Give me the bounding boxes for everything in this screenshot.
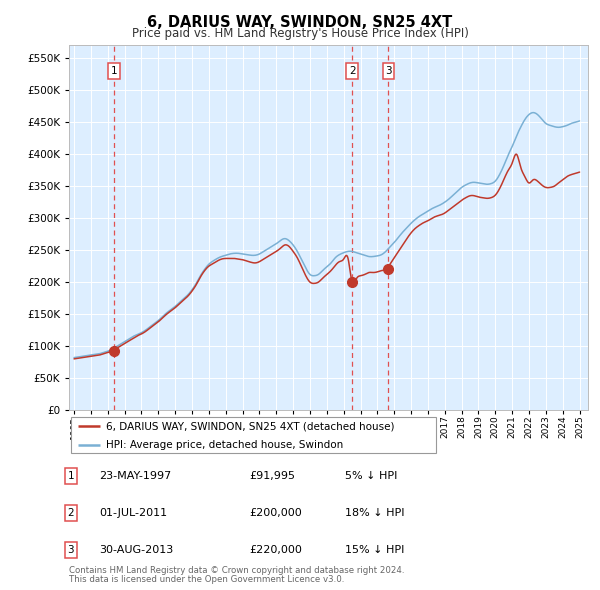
Text: £200,000: £200,000: [249, 508, 302, 518]
Text: £91,995: £91,995: [249, 471, 295, 481]
Text: 2: 2: [67, 508, 74, 518]
Text: 18% ↓ HPI: 18% ↓ HPI: [345, 508, 404, 518]
Text: 5% ↓ HPI: 5% ↓ HPI: [345, 471, 397, 481]
Text: 23-MAY-1997: 23-MAY-1997: [99, 471, 171, 481]
Text: Contains HM Land Registry data © Crown copyright and database right 2024.: Contains HM Land Registry data © Crown c…: [69, 566, 404, 575]
Text: 3: 3: [385, 66, 392, 76]
Text: 3: 3: [67, 545, 74, 555]
Text: 6, DARIUS WAY, SWINDON, SN25 4XT (detached house): 6, DARIUS WAY, SWINDON, SN25 4XT (detach…: [106, 421, 394, 431]
Text: 1: 1: [67, 471, 74, 481]
Text: Price paid vs. HM Land Registry's House Price Index (HPI): Price paid vs. HM Land Registry's House …: [131, 27, 469, 40]
FancyBboxPatch shape: [71, 417, 436, 454]
Text: 30-AUG-2013: 30-AUG-2013: [99, 545, 173, 555]
Text: HPI: Average price, detached house, Swindon: HPI: Average price, detached house, Swin…: [106, 440, 343, 450]
Text: 01-JUL-2011: 01-JUL-2011: [99, 508, 167, 518]
Text: £220,000: £220,000: [249, 545, 302, 555]
Text: This data is licensed under the Open Government Licence v3.0.: This data is licensed under the Open Gov…: [69, 575, 344, 584]
Text: 1: 1: [111, 66, 118, 76]
Text: 6, DARIUS WAY, SWINDON, SN25 4XT: 6, DARIUS WAY, SWINDON, SN25 4XT: [148, 15, 452, 30]
Text: 2: 2: [349, 66, 355, 76]
Text: 15% ↓ HPI: 15% ↓ HPI: [345, 545, 404, 555]
